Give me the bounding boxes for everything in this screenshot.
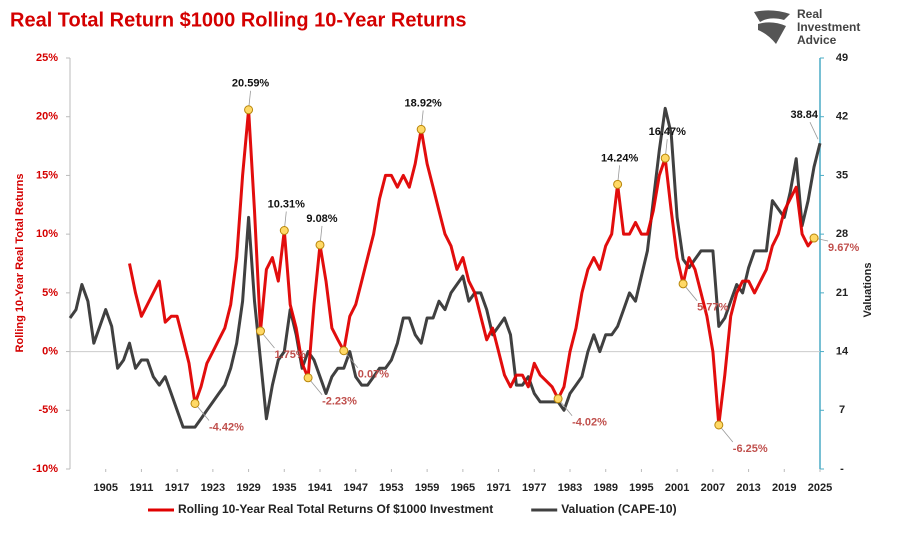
data-label: 20.59% bbox=[232, 78, 270, 90]
y-tick-label: 5% bbox=[42, 287, 58, 299]
legend-item: Valuation (CAPE-10) bbox=[531, 502, 677, 516]
x-tick-label: 1971 bbox=[486, 482, 510, 494]
x-tick-label: 2001 bbox=[665, 482, 689, 494]
x-tick-label: 1917 bbox=[165, 482, 189, 494]
y2-tick-label: 21 bbox=[836, 287, 848, 299]
data-label: 5.77% bbox=[697, 302, 728, 314]
legend-label: Valuation (CAPE-10) bbox=[561, 502, 676, 516]
data-point bbox=[279, 226, 289, 236]
data-label: -6.25% bbox=[733, 443, 768, 455]
data-point bbox=[303, 373, 313, 383]
y2-tick-label: 28 bbox=[836, 228, 848, 240]
y2-tick-label: 49 bbox=[836, 52, 848, 64]
x-tick-label: 1995 bbox=[629, 482, 653, 494]
y-tick-label: -10% bbox=[32, 463, 58, 475]
data-point bbox=[714, 420, 724, 430]
y2-tick-label: 35 bbox=[836, 169, 848, 181]
data-label: 9.08% bbox=[306, 213, 337, 225]
y-tick-label: 20% bbox=[36, 111, 58, 123]
x-tick-label: 1923 bbox=[201, 482, 225, 494]
data-point bbox=[416, 124, 426, 134]
data-label: -2.23% bbox=[322, 396, 357, 408]
x-tick-label: 1989 bbox=[593, 482, 617, 494]
data-label: 9.67% bbox=[828, 242, 859, 254]
x-tick-label: 1935 bbox=[272, 482, 296, 494]
y-axis-title: Rolling 10-Year Real Total Returns bbox=[14, 174, 26, 353]
logo-text: Investment bbox=[797, 20, 860, 34]
data-point bbox=[244, 105, 254, 115]
data-point bbox=[660, 153, 670, 163]
x-tick-label: 1947 bbox=[343, 482, 367, 494]
legend-label: Rolling 10-Year Real Total Returns Of $1… bbox=[178, 502, 493, 516]
data-label: 14.24% bbox=[601, 152, 639, 164]
series-line bbox=[68, 106, 822, 429]
data-point bbox=[678, 279, 688, 289]
leader-line bbox=[809, 122, 819, 140]
data-label: 16.47% bbox=[649, 126, 687, 138]
legend-item: Rolling 10-Year Real Total Returns Of $1… bbox=[148, 502, 493, 516]
y-tick-label: -5% bbox=[38, 404, 58, 416]
x-tick-label: 1905 bbox=[93, 482, 117, 494]
x-tick-label: 1965 bbox=[451, 482, 475, 494]
y2-tick-label: 7 bbox=[839, 404, 845, 416]
logo-text: Advice bbox=[797, 33, 837, 47]
data-label: 38.84 bbox=[790, 109, 818, 121]
y-tick-label: 0% bbox=[42, 345, 58, 357]
data-label: -4.02% bbox=[572, 417, 607, 429]
x-tick-label: 1959 bbox=[415, 482, 439, 494]
x-tick-label: 1941 bbox=[308, 482, 332, 494]
data-label: 10.31% bbox=[268, 198, 306, 210]
y2-tick-label: 14 bbox=[836, 345, 849, 357]
x-tick-label: 1929 bbox=[236, 482, 260, 494]
x-tick-label: 2007 bbox=[701, 482, 725, 494]
x-tick-label: 2019 bbox=[772, 482, 796, 494]
data-label: -4.42% bbox=[209, 421, 244, 433]
data-point bbox=[809, 233, 819, 243]
x-tick-label: 1983 bbox=[558, 482, 582, 494]
data-point bbox=[553, 394, 563, 404]
data-label: 1.75% bbox=[274, 349, 305, 361]
y2-tick-label: - bbox=[840, 463, 844, 475]
x-tick-label: 2025 bbox=[808, 482, 832, 494]
y-tick-label: 10% bbox=[36, 228, 58, 240]
x-tick-label: 1977 bbox=[522, 482, 546, 494]
series-line bbox=[128, 108, 816, 427]
x-tick-label: 2013 bbox=[736, 482, 760, 494]
x-tick-label: 1953 bbox=[379, 482, 403, 494]
data-label: 0.07% bbox=[358, 369, 389, 381]
data-point bbox=[255, 326, 265, 336]
data-point bbox=[315, 240, 325, 250]
data-label: 18.92% bbox=[405, 97, 443, 109]
y2-axis-title: Valuations bbox=[862, 262, 874, 317]
data-point bbox=[339, 346, 349, 356]
logo-icon bbox=[754, 10, 790, 44]
y-tick-label: 15% bbox=[36, 169, 58, 181]
logo-text: Real bbox=[797, 7, 822, 21]
logo: Real Investment Advice bbox=[754, 7, 860, 47]
chart-title: Real Total Return $1000 Rolling 10-Year … bbox=[10, 9, 466, 31]
data-point bbox=[613, 179, 623, 189]
y-tick-label: 25% bbox=[36, 52, 58, 64]
data-point bbox=[190, 398, 200, 408]
y2-tick-label: 42 bbox=[836, 111, 848, 123]
x-tick-label: 1911 bbox=[129, 482, 153, 494]
